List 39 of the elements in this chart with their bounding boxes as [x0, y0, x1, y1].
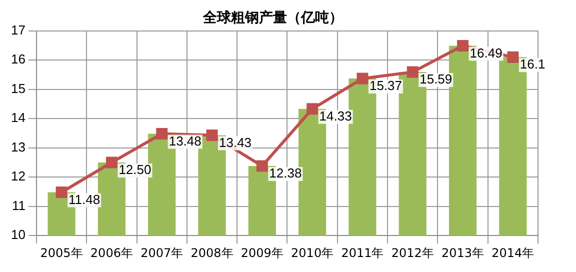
data-label: 16.1	[520, 56, 546, 72]
point	[56, 186, 68, 198]
x-tick-label: 2013年	[441, 246, 484, 260]
point	[206, 130, 218, 141]
x-tick-label: 2011年	[341, 246, 384, 260]
y-tick-label: 13	[10, 139, 26, 154]
point	[306, 103, 318, 115]
x-tick-label: 2007年	[140, 246, 184, 260]
y-tick-label: 14	[10, 110, 26, 126]
point	[406, 66, 418, 78]
data-label: 12.38	[269, 166, 302, 181]
chart-title: 全球粗钢产量（亿吨）	[202, 9, 343, 26]
y-tick-label: 15	[10, 80, 26, 96]
data-label: 13.43	[219, 134, 252, 150]
data-label: 16.49	[470, 45, 502, 60]
data-label: 13.48	[168, 133, 202, 148]
x-tick-label: 2009年	[240, 246, 284, 260]
data-label: 15.37	[369, 78, 402, 94]
point	[256, 160, 268, 172]
data-label: 12.50	[118, 162, 152, 178]
y-tick-label: 17	[10, 22, 26, 38]
data-label: 15.59	[420, 72, 452, 87]
x-tick-label: 2006年	[90, 246, 133, 260]
x-tick-label: 2005年	[40, 246, 83, 260]
x-tick-label: 2014年	[492, 246, 534, 260]
point	[457, 40, 469, 52]
x-tick-label: 2012年	[391, 246, 434, 260]
y-tick-label: 10	[10, 227, 26, 242]
data-label: 14.33	[319, 108, 352, 124]
point	[507, 51, 519, 63]
x-tick-label: 2010年	[291, 246, 334, 260]
data-label: 11.48	[68, 192, 100, 207]
point	[156, 128, 168, 140]
point	[356, 72, 368, 84]
x-tick-label: 2008年	[190, 246, 234, 260]
point	[106, 156, 118, 168]
y-tick-label: 11	[12, 198, 26, 213]
y-tick-label: 16	[10, 52, 26, 67]
y-tick-label: 12	[10, 168, 26, 184]
